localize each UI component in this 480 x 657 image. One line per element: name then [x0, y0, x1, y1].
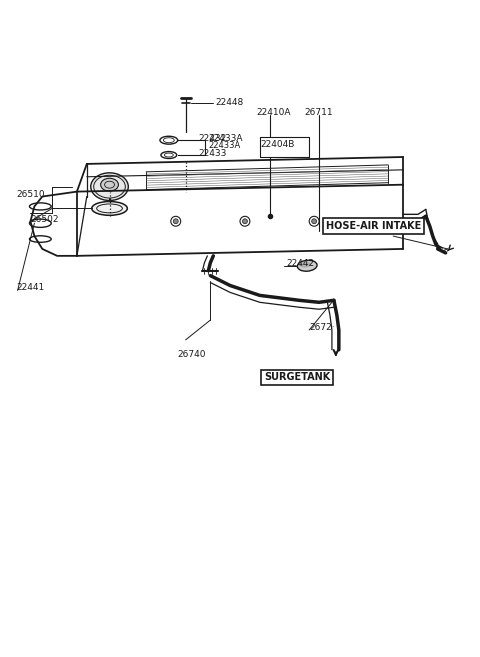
Text: SURGETANK: SURGETANK: [264, 373, 330, 382]
Ellipse shape: [300, 261, 311, 268]
Text: 22432: 22432: [199, 134, 227, 143]
Ellipse shape: [91, 173, 128, 200]
Text: 22410A: 22410A: [257, 108, 291, 117]
Text: 22404B: 22404B: [261, 140, 295, 148]
Ellipse shape: [92, 202, 127, 215]
Circle shape: [312, 219, 317, 224]
Text: 22433A: 22433A: [208, 141, 240, 150]
Text: 26711: 26711: [304, 108, 333, 117]
Ellipse shape: [297, 260, 317, 271]
Text: 22441: 22441: [17, 283, 45, 292]
Text: 26740: 26740: [178, 350, 206, 359]
Circle shape: [242, 219, 247, 224]
Circle shape: [173, 219, 178, 224]
Text: 22433A: 22433A: [208, 134, 243, 143]
Ellipse shape: [101, 178, 119, 191]
Text: 22442: 22442: [287, 260, 314, 268]
Text: 22448: 22448: [216, 98, 243, 107]
Text: 26510: 26510: [17, 190, 45, 199]
Text: 22433: 22433: [199, 148, 227, 158]
Text: HOSE-AIR INTAKE: HOSE-AIR INTAKE: [326, 221, 421, 231]
Text: 2672·: 2672·: [309, 323, 335, 332]
Text: 26502: 26502: [30, 215, 59, 224]
